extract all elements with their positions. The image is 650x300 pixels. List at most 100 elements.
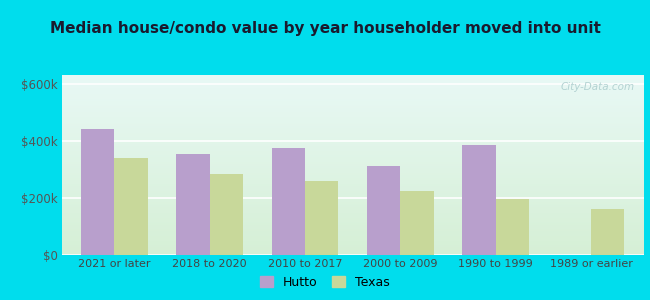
Bar [62,167,644,169]
Bar [62,115,644,116]
Bar [62,122,644,124]
Bar [62,239,644,241]
Bar [62,82,644,84]
Bar [62,201,644,203]
Bar [62,149,644,151]
Bar [591,209,625,255]
Bar [62,160,644,161]
Bar [62,223,644,224]
Bar [62,158,644,160]
Bar [62,98,644,100]
Bar [62,232,644,233]
Bar [62,127,644,129]
Bar [62,138,644,140]
Bar [62,145,644,147]
Bar [62,251,644,253]
Bar [62,170,644,172]
Legend: Hutto, Texas: Hutto, Texas [255,271,395,294]
Bar [62,118,644,120]
Bar [62,208,644,210]
Bar [62,178,644,179]
Bar [462,145,496,255]
Bar [62,205,644,206]
Bar [62,190,644,192]
Bar [62,156,644,158]
Bar [62,77,644,79]
Bar [62,84,644,86]
Bar [62,172,644,174]
Bar [62,230,644,232]
Text: City-Data.com: City-Data.com [561,82,635,92]
Bar [62,228,644,230]
Bar [62,116,644,118]
Bar [62,165,644,167]
Bar [62,192,644,194]
Bar [62,226,644,228]
Bar [62,131,644,133]
Bar [62,111,644,113]
Bar [62,215,644,217]
Bar [62,197,644,199]
Bar [62,79,644,80]
Bar [62,129,644,131]
Bar [209,174,243,255]
Bar [62,181,644,183]
Bar [62,143,644,145]
Bar [62,210,644,212]
Bar [62,102,644,104]
Bar [62,152,644,154]
Bar [62,233,644,235]
Bar [62,163,644,165]
Bar [62,133,644,134]
Bar [62,147,644,149]
Bar [62,134,644,136]
Bar [62,125,644,127]
Text: Median house/condo value by year householder moved into unit: Median house/condo value by year househo… [49,21,601,36]
Bar [62,242,644,244]
Bar [367,167,400,255]
Bar [62,151,644,152]
Bar [62,212,644,214]
Bar [176,154,209,255]
Bar [400,191,434,255]
Bar [62,246,644,248]
Bar [62,214,644,215]
Bar [62,194,644,196]
Bar [62,206,644,208]
Bar [62,113,644,115]
Bar [62,185,644,187]
Bar [62,219,644,221]
Bar [62,241,644,242]
Bar [62,91,644,93]
Bar [62,106,644,107]
Bar [62,93,644,95]
Bar [62,95,644,97]
Bar [62,140,644,142]
Bar [62,203,644,205]
Bar [62,97,644,98]
Bar [62,237,644,239]
Bar [272,148,305,255]
Bar [62,75,644,77]
Bar [62,120,644,122]
Bar [62,199,644,201]
Bar [62,142,644,143]
Bar [496,199,529,255]
Bar [62,187,644,188]
Bar [62,86,644,88]
Bar [62,176,644,178]
Bar [62,104,644,106]
Bar [62,244,644,246]
Bar [62,188,644,190]
Bar [81,129,114,255]
Bar [62,80,644,82]
Bar [62,250,644,251]
Bar [62,169,644,170]
Bar [62,183,644,185]
Bar [62,88,644,89]
Bar [62,89,644,91]
Bar [62,235,644,237]
Bar [62,161,644,163]
Bar [62,248,644,250]
Bar [114,158,148,255]
